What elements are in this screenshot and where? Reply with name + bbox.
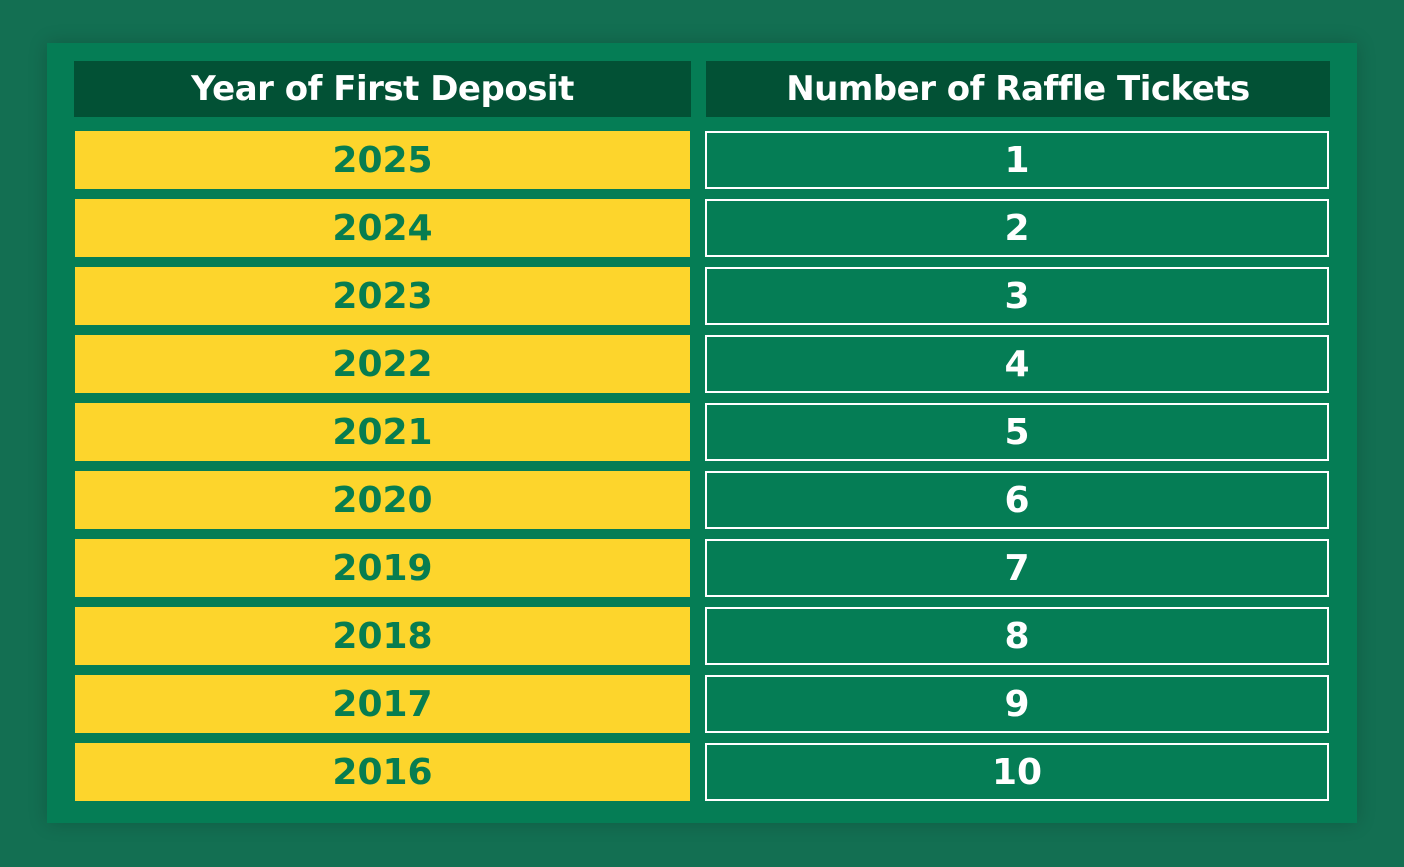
- tickets-cell: 4: [705, 335, 1329, 393]
- year-cell: 2021: [75, 403, 690, 461]
- year-cell: 2017: [75, 675, 690, 733]
- tickets-cell: 1: [705, 131, 1329, 189]
- tickets-cell: 3: [705, 267, 1329, 325]
- year-cell: 2016: [75, 743, 690, 801]
- year-cell: 2020: [75, 471, 690, 529]
- year-cell: 2023: [75, 267, 690, 325]
- year-cell: 2025: [75, 131, 690, 189]
- year-column-header: Year of First Deposit: [74, 61, 691, 117]
- tickets-cell: 5: [705, 403, 1329, 461]
- tickets-column-header: Number of Raffle Tickets: [706, 61, 1330, 117]
- tickets-cell: 8: [705, 607, 1329, 665]
- year-cell: 2024: [75, 199, 690, 257]
- year-cell: 2022: [75, 335, 690, 393]
- table-rows: 2025 1 2024 2 2023 3 2022 4 2021 5 2020 …: [47, 43, 1357, 823]
- tickets-cell: 10: [705, 743, 1329, 801]
- tickets-cell: 2: [705, 199, 1329, 257]
- year-cell: 2018: [75, 607, 690, 665]
- tickets-cell: 6: [705, 471, 1329, 529]
- raffle-table-card: Year of First Deposit Number of Raffle T…: [47, 43, 1357, 823]
- tickets-cell: 7: [705, 539, 1329, 597]
- tickets-cell: 9: [705, 675, 1329, 733]
- year-cell: 2019: [75, 539, 690, 597]
